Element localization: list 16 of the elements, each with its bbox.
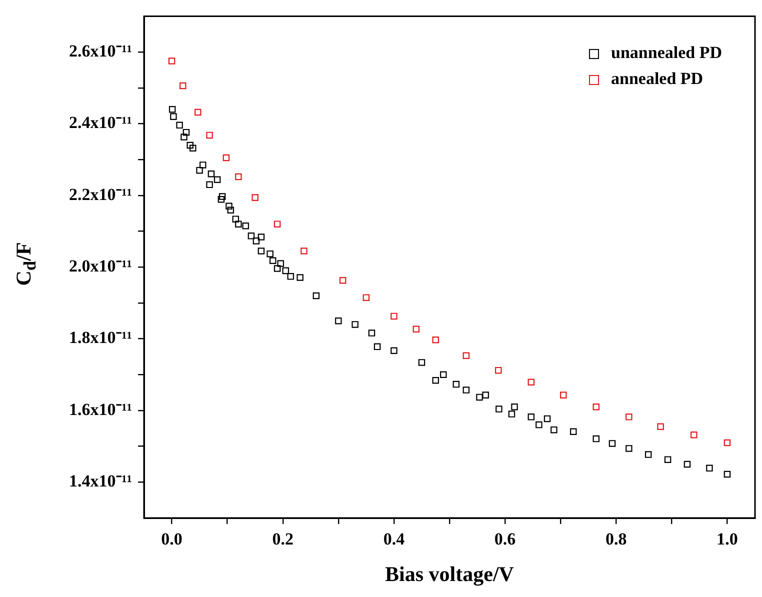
y-tick-label: 1.6x10⁻¹¹ [69,400,132,419]
x-tick-label: 0.6 [494,530,516,549]
legend-label: annealed PD [611,69,704,88]
x-axis-title: Bias voltage/V [384,562,515,587]
y-tick-label: 2.4x10⁻¹¹ [69,113,132,132]
x-tick-label: 0.2 [272,530,294,549]
y-tick-label: 1.8x10⁻¹¹ [69,328,132,348]
x-tick-label: 0.0 [161,530,182,549]
y-tick-label: 1.4x10⁻¹¹ [69,472,132,491]
x-tick-label: 0.4 [383,530,406,549]
x-tick-label: 1.0 [716,530,738,549]
y-tick-label: 2.0x10⁻¹¹ [69,256,132,276]
y-tick-label: 2.2x10⁻¹¹ [69,184,132,204]
y-tick-label: 2.6x10⁻¹¹ [69,41,132,60]
x-tick-label: 0.8 [606,530,627,549]
legend-label: unannealed PD [611,43,722,62]
